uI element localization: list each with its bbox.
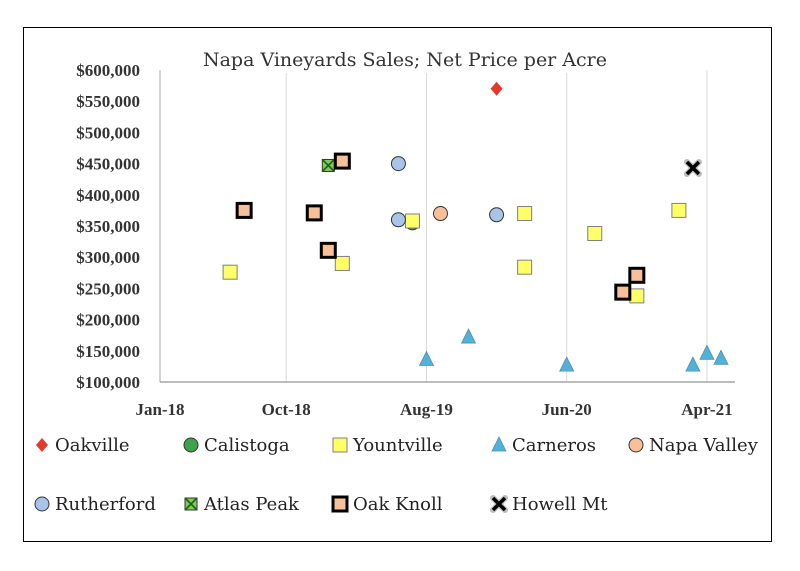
point-rutherford [489,207,505,223]
point-carneros [460,328,477,344]
legend-label: Rutherford [55,494,156,515]
y-tick-label: $400,000 [76,186,140,205]
point-oak-knoll [305,204,323,222]
point-atlas-peak [321,158,335,173]
legend-label: Oak Knoll [353,494,443,515]
x-tick-label: Oct-18 [262,400,311,419]
legend-label: Atlas Peak [203,494,300,515]
point-yountville [629,288,645,304]
legend-item-calistoga: Calistoga [183,435,290,456]
point-yountville [587,225,603,241]
point-rutherford [390,156,406,172]
point-yountville [517,259,533,275]
title-background [190,45,620,73]
y-tick-label: $450,000 [76,155,140,174]
y-tick-label: $200,000 [76,311,140,330]
legend-marker [628,437,644,453]
point-oak-knoll [333,152,351,170]
point-yountville [404,213,420,229]
point-rutherford [390,212,406,228]
point-yountville [334,255,350,271]
legend-label: Yountville [352,435,443,456]
x-tick-labels: Jan-18 Oct-18 Aug-19 Jun-20 Apr-21 [135,400,732,419]
legend-marker [36,438,48,452]
x-tick-label: Aug-19 [400,400,453,419]
y-tick-label: $500,000 [76,123,140,142]
legend-item-oak-knoll: Oak Knoll [331,494,443,515]
legend-label: Napa Valley [649,435,759,456]
y-tick-label: $150,000 [76,342,140,361]
legend-item-oakville: Oakville [36,435,130,456]
point-napa-valley [432,206,448,222]
legend-label: Carneros [512,435,596,456]
legend-item-atlas-peak: Atlas Peak [184,494,300,515]
x-tick-label: Jan-18 [135,400,184,419]
point-oak-knoll [235,201,253,219]
legend-item-rutherford: Rutherford [34,494,156,515]
legend-label: Calistoga [204,435,290,456]
legend-item-carneros: Carneros [491,435,596,456]
axes [159,70,735,383]
y-tick-label: $600,000 [76,61,140,80]
legend-marker [183,437,199,453]
legend-label: Howell Mt [512,494,608,515]
point-carneros [559,356,575,372]
point-yountville [671,202,687,218]
point-carneros [699,344,715,360]
point-yountville [222,264,238,280]
data-points [222,81,729,372]
legend-item-napa-valley: Napa Valley [628,435,759,456]
legend-marker [491,436,507,452]
legend-marker [490,495,508,513]
chart-title: Napa Vineyards Sales; Net Price per Acre [203,49,607,71]
legend-item-howell-mt: Howell Mt [490,494,608,515]
point-oak-knoll [628,266,646,284]
y-tick-labels: $100,000 $150,000 $200,000 $250,000 $300,000… [76,61,140,392]
point-oakville [490,81,503,96]
point-howell-mt [683,158,702,177]
x-tick-label: Jun-20 [542,400,592,419]
point-yountville [517,206,533,222]
legend-marker [34,496,50,512]
y-tick-label: $350,000 [76,217,140,236]
x-tick-label: Apr-21 [681,400,732,419]
point-carneros [713,349,729,365]
y-tick-label: $250,000 [76,279,140,298]
legend-marker [184,497,198,511]
y-tick-label: $300,000 [76,248,140,267]
point-carneros [418,350,435,366]
legend-marker [331,495,349,513]
point-oak-knoll [319,241,337,259]
legend-item-yountville: Yountville [332,435,443,456]
y-tick-label: $100,000 [76,373,140,392]
y-tick-label: $550,000 [76,92,140,111]
legend-marker [332,437,348,453]
gridlines [285,70,708,382]
legend: Oakville Calistoga Yountville Carneros Napa … [34,435,759,515]
chart-frame [23,27,772,542]
legend-label: Oakville [55,435,130,456]
point-carneros [685,356,701,372]
point-oak-knoll [614,283,632,301]
